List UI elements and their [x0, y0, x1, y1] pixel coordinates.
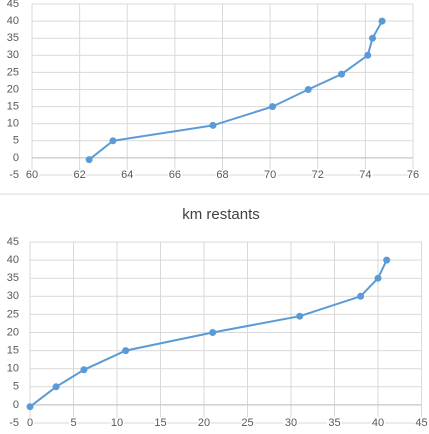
data-point [357, 292, 365, 300]
data-point [109, 137, 117, 145]
x-tick-label: 0 [27, 417, 33, 429]
data-point [80, 366, 88, 374]
x-tick-label: 30 [285, 417, 297, 429]
y-tick-label: 20 [7, 83, 19, 95]
y-tick-label: 40 [7, 15, 19, 27]
y-tick-label: 25 [7, 308, 19, 320]
x-tick-label: 40 [372, 417, 384, 429]
y-tick-label: -5 [9, 417, 19, 429]
y-tick-label: 0 [13, 152, 19, 164]
data-line [29, 259, 388, 408]
y-tick-label: 45 [7, 236, 19, 248]
data-point [85, 156, 93, 164]
x-tick-label: 45 [415, 417, 427, 429]
data-point [26, 403, 34, 411]
x-tick-label: 76 [407, 169, 419, 181]
x-tick-label: 74 [359, 169, 371, 181]
y-tick-label: 40 [7, 254, 19, 266]
x-tick-label: 10 [111, 417, 123, 429]
y-tick-label: 35 [7, 32, 19, 44]
y-tick-label: 25 [7, 66, 19, 78]
x-tick-label: 15 [154, 417, 166, 429]
chart-title: km restants [182, 206, 260, 223]
y-tick-label: 30 [7, 49, 19, 61]
data-point [52, 383, 60, 391]
data-point [364, 51, 372, 59]
x-tick-label: 25 [241, 417, 253, 429]
x-tick-label: 62 [74, 169, 86, 181]
data-point [338, 70, 346, 78]
y-tick-label: 30 [7, 290, 19, 302]
data-point [209, 121, 217, 129]
x-tick-label: 20 [198, 417, 210, 429]
y-tick-label: 15 [7, 345, 19, 357]
x-tick-label: 5 [70, 417, 76, 429]
data-point [122, 347, 130, 355]
y-tick-label: 45 [7, 0, 19, 10]
data-point [378, 17, 386, 25]
data-point [269, 103, 277, 111]
y-tick-label: 0 [13, 399, 19, 411]
y-tick-label: 5 [13, 381, 19, 393]
x-tick-label: 64 [121, 169, 133, 181]
x-tick-label: 60 [26, 169, 38, 181]
data-point [374, 274, 382, 282]
x-tick-label: 68 [216, 169, 228, 181]
y-tick-label: -5 [9, 169, 19, 181]
y-tick-label: 10 [7, 363, 19, 375]
y-tick-label: 15 [7, 101, 19, 113]
data-point [383, 256, 391, 264]
y-tick-label: 20 [7, 326, 19, 338]
data-point [369, 34, 377, 42]
data-point [209, 329, 217, 336]
x-tick-label: 72 [312, 169, 324, 181]
data-point [304, 86, 312, 93]
x-tick-label: 66 [169, 169, 181, 181]
x-tick-label: 70 [264, 169, 276, 181]
data-line [88, 20, 383, 161]
y-tick-label: 10 [7, 118, 19, 130]
y-tick-label: 5 [13, 135, 19, 147]
x-tick-label: 35 [328, 417, 340, 429]
y-tick-label: 35 [7, 272, 19, 284]
data-point [296, 312, 304, 320]
